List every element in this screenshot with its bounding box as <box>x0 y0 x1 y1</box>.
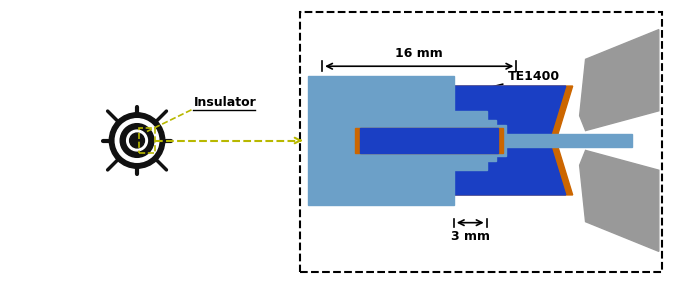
Polygon shape <box>454 111 486 170</box>
Polygon shape <box>308 76 454 205</box>
Circle shape <box>127 130 147 151</box>
Polygon shape <box>360 128 498 153</box>
Polygon shape <box>580 150 659 251</box>
Polygon shape <box>329 86 566 135</box>
Polygon shape <box>486 125 506 156</box>
Circle shape <box>115 119 159 162</box>
Circle shape <box>130 133 145 148</box>
Circle shape <box>120 124 154 157</box>
Polygon shape <box>580 30 659 131</box>
Polygon shape <box>506 133 632 148</box>
Text: Insulator: Insulator <box>194 96 256 109</box>
Polygon shape <box>355 128 503 153</box>
Polygon shape <box>322 86 573 135</box>
Text: 3 mm: 3 mm <box>451 230 490 243</box>
Circle shape <box>109 113 165 168</box>
Polygon shape <box>329 146 566 195</box>
Text: TE1400: TE1400 <box>414 70 561 108</box>
Bar <box>300 12 662 272</box>
Polygon shape <box>485 120 496 161</box>
Bar <box>139 128 155 153</box>
Polygon shape <box>322 146 573 195</box>
Text: Titanium: Titanium <box>443 173 570 198</box>
Text: 16 mm: 16 mm <box>396 47 443 60</box>
